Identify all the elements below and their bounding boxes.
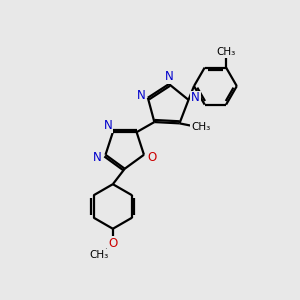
Text: CH₃: CH₃ — [191, 122, 211, 132]
Text: N: N — [103, 119, 112, 132]
Text: N: N — [93, 151, 102, 164]
Text: O: O — [108, 236, 118, 250]
Text: N: N — [136, 88, 145, 102]
Text: CH₃: CH₃ — [217, 47, 236, 57]
Text: N: N — [165, 70, 174, 83]
Text: CH₃: CH₃ — [90, 250, 109, 260]
Text: N: N — [191, 92, 200, 104]
Text: O: O — [147, 151, 157, 164]
